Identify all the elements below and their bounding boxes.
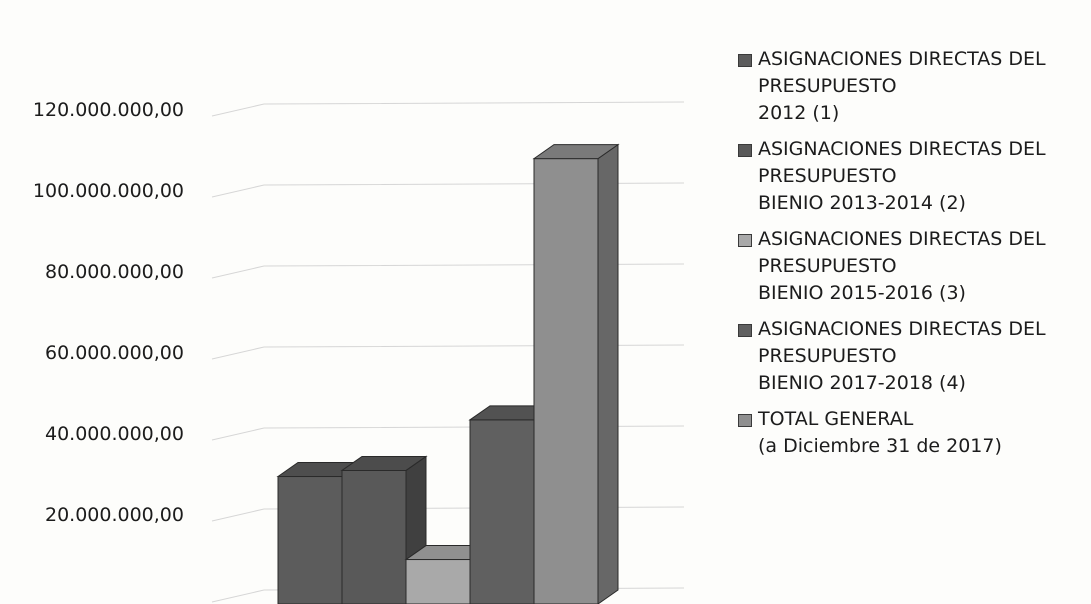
legend-label: 2012 (1): [758, 102, 840, 124]
legend: ASIGNACIONES DIRECTAS DEL PRESUPUESTO 2012…: [736, 46, 1091, 469]
legend-swatch: [738, 54, 752, 67]
legend-label: PRESUPUESTO: [758, 165, 897, 187]
legend-label: PRESUPUESTO: [758, 345, 897, 367]
legend-item: ASIGNACIONES DIRECTAS DEL PRESUPUESTO BIEN…: [736, 136, 1091, 217]
legend-label: BIENIO 2013-2014 (2): [758, 192, 966, 214]
legend-label: ASIGNACIONES DIRECTAS DEL: [758, 318, 1046, 340]
legend-swatch: [738, 414, 752, 427]
y-tick-label: 40.000.000,00: [45, 423, 184, 445]
bar: [532, 143, 620, 604]
legend-swatch: [738, 234, 752, 247]
y-tick-label: 60.000.000,00: [45, 342, 184, 364]
y-tick-label: 80.000.000,00: [45, 261, 184, 283]
legend-item: ASIGNACIONES DIRECTAS DEL PRESUPUESTO BIEN…: [736, 226, 1091, 307]
legend-item: ASIGNACIONES DIRECTAS DEL PRESUPUESTO 2012…: [736, 46, 1091, 127]
legend-label: ASIGNACIONES DIRECTAS DEL: [758, 138, 1046, 160]
legend-label: TOTAL GENERAL: [758, 408, 914, 430]
y-tick-label: 120.000.000,00: [33, 99, 184, 121]
legend-item: TOTAL GENERAL (a Diciembre 31 de 2017): [736, 406, 1091, 460]
gridline: [211, 101, 685, 117]
legend-label: BIENIO 2017-2018 (4): [758, 372, 966, 394]
legend-label: (a Diciembre 31 de 2017): [758, 435, 1002, 457]
legend-label: PRESUPUESTO: [758, 255, 897, 277]
bars: [276, 143, 620, 604]
y-tick-label: 20.000.000,00: [45, 504, 184, 526]
y-tick-label: 100.000.000,00: [33, 180, 184, 202]
legend-item: ASIGNACIONES DIRECTAS DEL PRESUPUESTO BIEN…: [736, 316, 1091, 397]
legend-swatch: [738, 324, 752, 337]
legend-label: BIENIO 2015-2016 (3): [758, 282, 966, 304]
gridlines: [211, 101, 685, 603]
legend-swatch: [738, 144, 752, 157]
legend-label: PRESUPUESTO: [758, 75, 897, 97]
legend-label: ASIGNACIONES DIRECTAS DEL: [758, 228, 1046, 250]
plot-area: 20.000.000,00 40.000.000,00 60.000.000,00 8…: [33, 99, 685, 604]
legend-label: ASIGNACIONES DIRECTAS DEL: [758, 48, 1046, 70]
